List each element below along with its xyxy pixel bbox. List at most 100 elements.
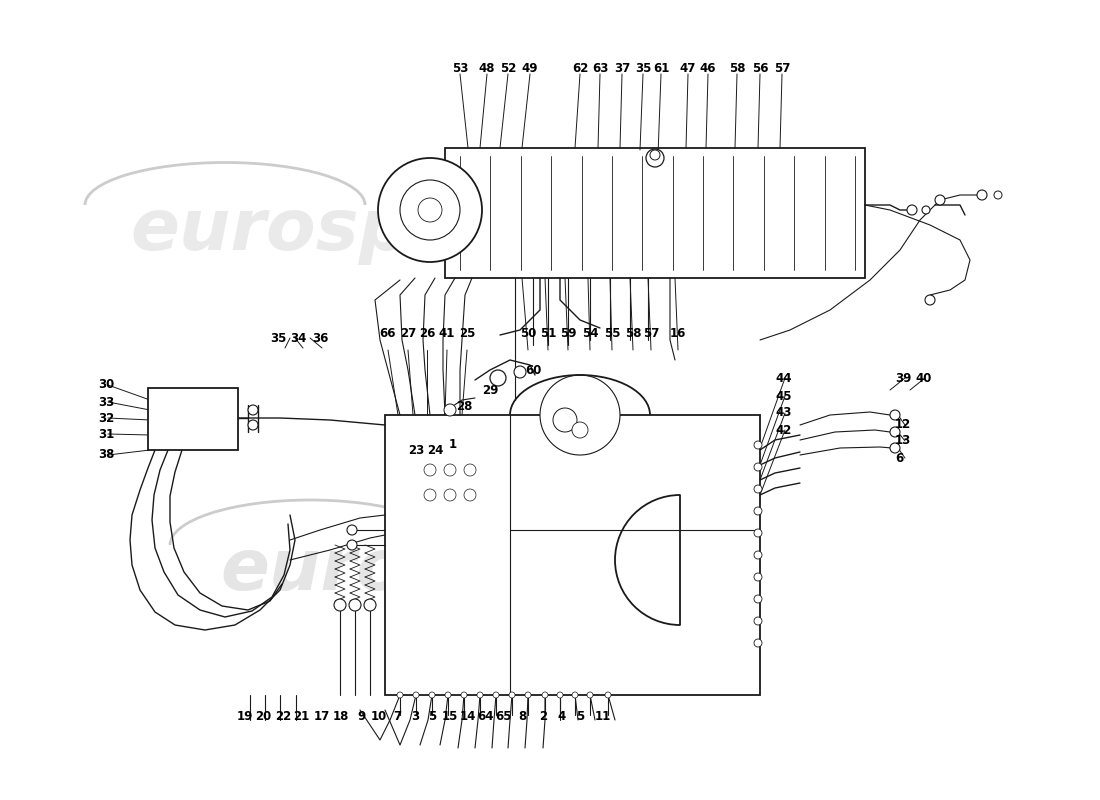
- Circle shape: [490, 370, 506, 386]
- Text: 61: 61: [652, 62, 669, 75]
- Text: 58: 58: [728, 62, 746, 75]
- Text: 52: 52: [499, 62, 516, 75]
- Text: 46: 46: [700, 62, 716, 75]
- Text: 41: 41: [439, 327, 455, 340]
- Text: 25: 25: [459, 327, 475, 340]
- Text: 29: 29: [482, 383, 498, 397]
- Text: 8: 8: [518, 710, 526, 723]
- Text: 63: 63: [592, 62, 608, 75]
- Circle shape: [464, 489, 476, 501]
- Circle shape: [925, 295, 935, 305]
- Circle shape: [509, 692, 515, 698]
- Text: 26: 26: [419, 327, 436, 340]
- Text: 2: 2: [539, 710, 547, 723]
- Circle shape: [400, 180, 460, 240]
- Circle shape: [605, 692, 610, 698]
- Circle shape: [444, 489, 456, 501]
- Text: 40: 40: [915, 371, 932, 385]
- Text: 17: 17: [314, 710, 330, 723]
- Text: 60: 60: [525, 363, 541, 377]
- Circle shape: [424, 489, 436, 501]
- Text: 10: 10: [371, 710, 387, 723]
- Text: 23: 23: [408, 443, 425, 457]
- Text: 16: 16: [670, 327, 686, 340]
- Text: 47: 47: [680, 62, 696, 75]
- Circle shape: [378, 158, 482, 262]
- Text: 5: 5: [428, 710, 436, 723]
- Circle shape: [646, 149, 664, 167]
- Text: 53: 53: [452, 62, 469, 75]
- Circle shape: [429, 692, 434, 698]
- Text: 7: 7: [393, 710, 402, 723]
- Circle shape: [346, 540, 358, 550]
- Text: 24: 24: [427, 443, 443, 457]
- Circle shape: [890, 410, 900, 420]
- Text: 44: 44: [776, 371, 792, 385]
- Text: 36: 36: [312, 331, 329, 345]
- Text: 32: 32: [98, 411, 114, 425]
- Text: 51: 51: [540, 327, 557, 340]
- Text: 28: 28: [455, 401, 472, 414]
- Text: 66: 66: [379, 327, 396, 340]
- Circle shape: [542, 692, 548, 698]
- Text: 48: 48: [478, 62, 495, 75]
- Text: 54: 54: [582, 327, 598, 340]
- Text: 39: 39: [895, 371, 912, 385]
- Circle shape: [444, 404, 456, 416]
- Text: 13: 13: [895, 434, 911, 447]
- Circle shape: [346, 525, 358, 535]
- Circle shape: [334, 599, 346, 611]
- Circle shape: [754, 529, 762, 537]
- Text: 37: 37: [614, 62, 630, 75]
- Circle shape: [754, 573, 762, 581]
- Polygon shape: [385, 415, 760, 695]
- Circle shape: [935, 195, 945, 205]
- Circle shape: [922, 206, 930, 214]
- Text: 35: 35: [270, 331, 286, 345]
- Circle shape: [444, 464, 456, 476]
- Text: 56: 56: [751, 62, 768, 75]
- Circle shape: [418, 198, 442, 222]
- Text: 59: 59: [560, 327, 576, 340]
- Circle shape: [754, 639, 762, 647]
- Text: 43: 43: [776, 406, 791, 419]
- Circle shape: [464, 464, 476, 476]
- Circle shape: [908, 205, 917, 215]
- Circle shape: [994, 191, 1002, 199]
- Circle shape: [248, 405, 258, 415]
- Text: 15: 15: [442, 710, 459, 723]
- Circle shape: [572, 692, 578, 698]
- Text: 58: 58: [625, 327, 641, 340]
- Circle shape: [557, 692, 563, 698]
- Circle shape: [890, 427, 900, 437]
- Text: 65: 65: [496, 710, 513, 723]
- Text: 27: 27: [400, 327, 416, 340]
- Circle shape: [248, 420, 258, 430]
- Circle shape: [525, 692, 531, 698]
- Circle shape: [397, 692, 403, 698]
- Circle shape: [461, 692, 468, 698]
- Text: 64: 64: [477, 710, 494, 723]
- Text: 49: 49: [521, 62, 538, 75]
- Polygon shape: [148, 388, 238, 450]
- Circle shape: [446, 692, 451, 698]
- Text: 22: 22: [275, 710, 292, 723]
- Text: eurospares: eurospares: [130, 196, 586, 265]
- Circle shape: [553, 408, 578, 432]
- Text: 50: 50: [520, 327, 536, 340]
- Text: 20: 20: [255, 710, 271, 723]
- Circle shape: [477, 692, 483, 698]
- Text: 42: 42: [776, 423, 791, 437]
- Text: 5: 5: [576, 710, 584, 723]
- Text: 33: 33: [98, 395, 114, 409]
- Text: 35: 35: [635, 62, 651, 75]
- Circle shape: [412, 692, 419, 698]
- Circle shape: [364, 599, 376, 611]
- Text: eurospares: eurospares: [220, 536, 676, 605]
- Text: 6: 6: [895, 451, 903, 465]
- Circle shape: [572, 422, 588, 438]
- Text: 57: 57: [642, 327, 659, 340]
- Circle shape: [349, 599, 361, 611]
- Text: 62: 62: [572, 62, 588, 75]
- Circle shape: [424, 464, 436, 476]
